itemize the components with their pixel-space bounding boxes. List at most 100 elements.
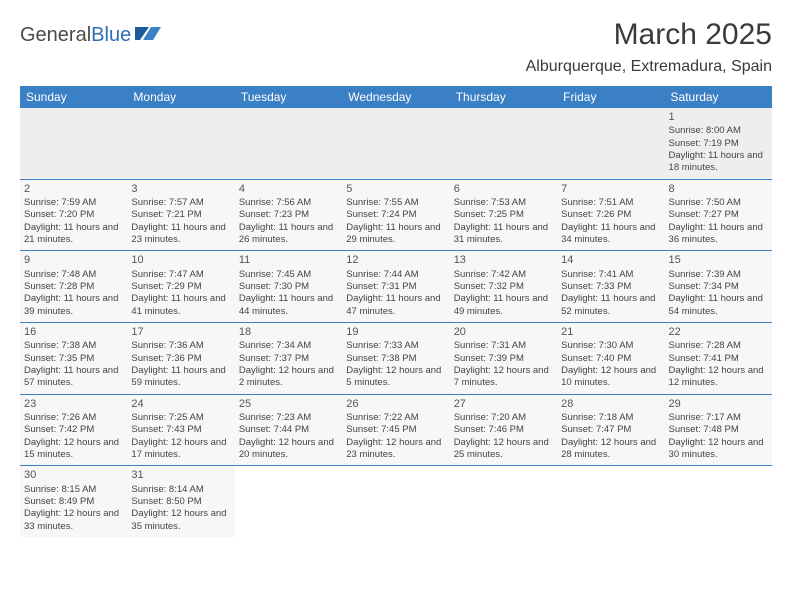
day-number: 1 (669, 110, 768, 124)
calendar-row: 23Sunrise: 7:26 AMSunset: 7:42 PMDayligh… (20, 394, 772, 466)
calendar-cell: 12Sunrise: 7:44 AMSunset: 7:31 PMDayligh… (342, 251, 449, 323)
sunrise-text: Sunrise: 7:20 AM (454, 412, 553, 424)
day-number: 20 (454, 325, 553, 339)
day-number: 5 (346, 182, 445, 196)
daylight-text: Daylight: 12 hours and 7 minutes. (454, 365, 553, 390)
sunrise-text: Sunrise: 7:22 AM (346, 412, 445, 424)
calendar-cell: 11Sunrise: 7:45 AMSunset: 7:30 PMDayligh… (235, 251, 342, 323)
day-number: 30 (24, 468, 123, 482)
calendar-cell: 6Sunrise: 7:53 AMSunset: 7:25 PMDaylight… (450, 179, 557, 251)
day-number: 8 (669, 182, 768, 196)
calendar-cell: 13Sunrise: 7:42 AMSunset: 7:32 PMDayligh… (450, 251, 557, 323)
sunset-text: Sunset: 7:43 PM (131, 424, 230, 436)
calendar-cell-empty (450, 466, 557, 537)
calendar-row: 9Sunrise: 7:48 AMSunset: 7:28 PMDaylight… (20, 251, 772, 323)
brand-text: GeneralBlue (20, 24, 131, 47)
day-number: 6 (454, 182, 553, 196)
sunrise-text: Sunrise: 7:36 AM (131, 340, 230, 352)
sunset-text: Sunset: 8:50 PM (131, 496, 230, 508)
weekday-header: Thursday (450, 86, 557, 108)
calendar-cell: 28Sunrise: 7:18 AMSunset: 7:47 PMDayligh… (557, 394, 664, 466)
calendar-cell-empty (665, 466, 772, 537)
sunrise-text: Sunrise: 7:31 AM (454, 340, 553, 352)
calendar-cell-empty (127, 108, 234, 179)
brand-part2: Blue (91, 24, 131, 46)
daylight-text: Daylight: 11 hours and 29 minutes. (346, 222, 445, 247)
sunrise-text: Sunrise: 7:50 AM (669, 197, 768, 209)
calendar-cell: 23Sunrise: 7:26 AMSunset: 7:42 PMDayligh… (20, 394, 127, 466)
daylight-text: Daylight: 12 hours and 12 minutes. (669, 365, 768, 390)
weekday-header: Friday (557, 86, 664, 108)
daylight-text: Daylight: 12 hours and 20 minutes. (239, 437, 338, 462)
calendar-cell: 18Sunrise: 7:34 AMSunset: 7:37 PMDayligh… (235, 323, 342, 395)
sunset-text: Sunset: 7:46 PM (454, 424, 553, 436)
sunrise-text: Sunrise: 7:47 AM (131, 269, 230, 281)
calendar-cell: 10Sunrise: 7:47 AMSunset: 7:29 PMDayligh… (127, 251, 234, 323)
sunset-text: Sunset: 7:41 PM (669, 353, 768, 365)
sunrise-text: Sunrise: 7:53 AM (454, 197, 553, 209)
daylight-text: Daylight: 11 hours and 36 minutes. (669, 222, 768, 247)
calendar-row: 1Sunrise: 8:00 AMSunset: 7:19 PMDaylight… (20, 108, 772, 179)
sunset-text: Sunset: 7:47 PM (561, 424, 660, 436)
calendar-cell: 15Sunrise: 7:39 AMSunset: 7:34 PMDayligh… (665, 251, 772, 323)
sunset-text: Sunset: 7:32 PM (454, 281, 553, 293)
daylight-text: Daylight: 11 hours and 47 minutes. (346, 293, 445, 318)
sunset-text: Sunset: 7:28 PM (24, 281, 123, 293)
sunrise-text: Sunrise: 8:15 AM (24, 484, 123, 496)
sunrise-text: Sunrise: 7:48 AM (24, 269, 123, 281)
sunrise-text: Sunrise: 7:26 AM (24, 412, 123, 424)
calendar-cell-empty (450, 108, 557, 179)
day-number: 27 (454, 397, 553, 411)
title-block: March 2025 Alburquerque, Extremadura, Sp… (526, 18, 772, 76)
sunset-text: Sunset: 7:44 PM (239, 424, 338, 436)
day-number: 28 (561, 397, 660, 411)
calendar-cell-empty (342, 108, 449, 179)
calendar-cell: 4Sunrise: 7:56 AMSunset: 7:23 PMDaylight… (235, 179, 342, 251)
sunrise-text: Sunrise: 7:23 AM (239, 412, 338, 424)
sunrise-text: Sunrise: 7:55 AM (346, 197, 445, 209)
daylight-text: Daylight: 11 hours and 18 minutes. (669, 150, 768, 175)
day-number: 13 (454, 253, 553, 267)
sunset-text: Sunset: 7:29 PM (131, 281, 230, 293)
daylight-text: Daylight: 12 hours and 33 minutes. (24, 508, 123, 533)
sunrise-text: Sunrise: 7:51 AM (561, 197, 660, 209)
weekday-header-row: SundayMondayTuesdayWednesdayThursdayFrid… (20, 86, 772, 108)
day-number: 3 (131, 182, 230, 196)
daylight-text: Daylight: 11 hours and 31 minutes. (454, 222, 553, 247)
sunset-text: Sunset: 7:21 PM (131, 209, 230, 221)
sunrise-text: Sunrise: 7:17 AM (669, 412, 768, 424)
sunrise-text: Sunrise: 7:59 AM (24, 197, 123, 209)
sunset-text: Sunset: 7:34 PM (669, 281, 768, 293)
sunset-text: Sunset: 7:37 PM (239, 353, 338, 365)
sunset-text: Sunset: 7:31 PM (346, 281, 445, 293)
daylight-text: Daylight: 12 hours and 28 minutes. (561, 437, 660, 462)
calendar-cell-empty (557, 466, 664, 537)
calendar-cell-empty (557, 108, 664, 179)
daylight-text: Daylight: 11 hours and 52 minutes. (561, 293, 660, 318)
month-title: March 2025 (526, 18, 772, 52)
day-number: 2 (24, 182, 123, 196)
day-number: 9 (24, 253, 123, 267)
calendar-cell-empty (20, 108, 127, 179)
calendar-cell: 19Sunrise: 7:33 AMSunset: 7:38 PMDayligh… (342, 323, 449, 395)
calendar-cell: 3Sunrise: 7:57 AMSunset: 7:21 PMDaylight… (127, 179, 234, 251)
daylight-text: Daylight: 11 hours and 41 minutes. (131, 293, 230, 318)
daylight-text: Daylight: 12 hours and 10 minutes. (561, 365, 660, 390)
daylight-text: Daylight: 11 hours and 54 minutes. (669, 293, 768, 318)
sunrise-text: Sunrise: 8:00 AM (669, 125, 768, 137)
calendar-cell: 24Sunrise: 7:25 AMSunset: 7:43 PMDayligh… (127, 394, 234, 466)
weekday-header: Saturday (665, 86, 772, 108)
day-number: 15 (669, 253, 768, 267)
sunset-text: Sunset: 7:45 PM (346, 424, 445, 436)
day-number: 7 (561, 182, 660, 196)
calendar-cell: 7Sunrise: 7:51 AMSunset: 7:26 PMDaylight… (557, 179, 664, 251)
sunset-text: Sunset: 7:26 PM (561, 209, 660, 221)
day-number: 23 (24, 397, 123, 411)
calendar-row: 16Sunrise: 7:38 AMSunset: 7:35 PMDayligh… (20, 323, 772, 395)
calendar-cell: 26Sunrise: 7:22 AMSunset: 7:45 PMDayligh… (342, 394, 449, 466)
daylight-text: Daylight: 11 hours and 39 minutes. (24, 293, 123, 318)
sunrise-text: Sunrise: 7:18 AM (561, 412, 660, 424)
daylight-text: Daylight: 11 hours and 49 minutes. (454, 293, 553, 318)
brand-part1: General (20, 24, 91, 46)
calendar-cell: 22Sunrise: 7:28 AMSunset: 7:41 PMDayligh… (665, 323, 772, 395)
